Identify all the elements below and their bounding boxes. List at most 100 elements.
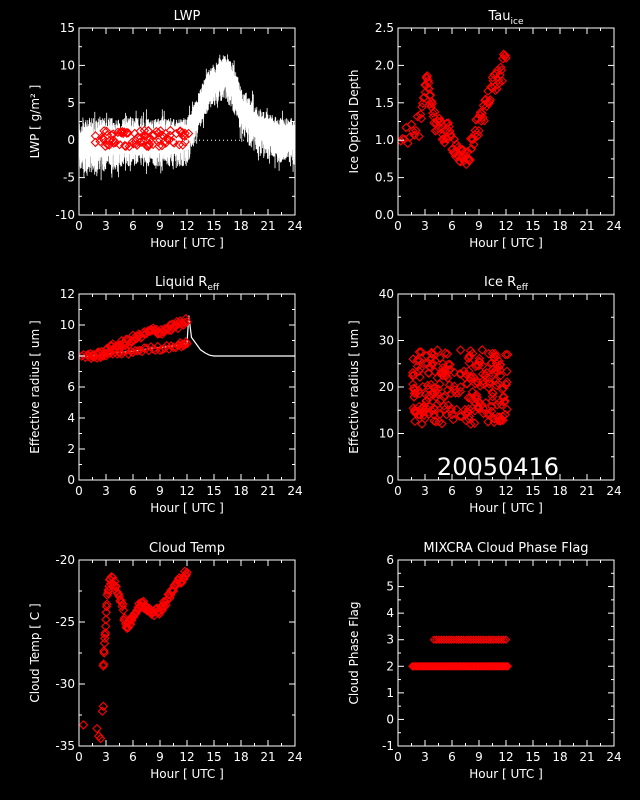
data-point — [155, 126, 166, 136]
data-point — [464, 635, 474, 644]
data-point — [474, 126, 484, 136]
y-tick-label: 1.5 — [375, 96, 394, 110]
x-tick-label: 9 — [156, 750, 164, 764]
data-point — [431, 417, 441, 427]
data-point — [443, 118, 454, 128]
x-tick-label: 21 — [579, 750, 594, 764]
data-point — [499, 392, 509, 402]
axes-frame — [397, 559, 615, 747]
y-tick-label: 15 — [60, 21, 75, 35]
data-point — [112, 349, 123, 359]
data-point — [429, 403, 439, 413]
data-point — [429, 635, 439, 644]
data-point — [500, 662, 510, 671]
data-point — [426, 349, 437, 359]
data-point — [411, 125, 421, 136]
data-point — [469, 635, 479, 644]
data-point — [96, 351, 107, 362]
x-tick-label: 3 — [102, 750, 110, 764]
data-point — [128, 347, 138, 358]
series-0 — [79, 54, 295, 181]
data-point — [181, 313, 191, 324]
data-point — [165, 125, 176, 136]
x-tick-label: 24 — [287, 219, 302, 233]
data-point — [102, 599, 112, 610]
data-point — [130, 331, 141, 342]
data-point — [499, 635, 508, 644]
x-tick-label: 24 — [287, 750, 302, 764]
data-point — [455, 345, 466, 355]
y-axis-label: Effective radius [ um ] — [347, 320, 361, 453]
data-point — [83, 349, 93, 360]
series-2 — [83, 337, 192, 362]
data-point — [437, 370, 448, 381]
data-point — [502, 377, 512, 387]
data-point — [174, 140, 185, 150]
y-axis-label: Cloud Temp [ C ] — [28, 603, 42, 702]
data-point — [414, 347, 425, 357]
data-point — [110, 137, 121, 148]
data-point — [476, 400, 487, 410]
y-tick-label: 2.0 — [375, 58, 394, 72]
data-point — [502, 662, 511, 671]
x-tick-label: 24 — [287, 484, 302, 498]
y-axis-label: Ice Optical Depth — [347, 69, 361, 173]
x-tick-label: 3 — [102, 219, 110, 233]
data-point — [435, 396, 445, 406]
x-tick-label: 18 — [552, 484, 567, 498]
data-point — [95, 733, 106, 744]
data-point — [114, 139, 125, 150]
data-point — [456, 369, 466, 379]
x-tick-label: 18 — [233, 219, 248, 233]
data-point — [460, 404, 470, 415]
data-point — [428, 349, 439, 360]
data-point — [490, 376, 501, 386]
y-tick-label: 1 — [386, 686, 394, 700]
plot-area — [79, 566, 192, 744]
x-tick-label: 15 — [206, 484, 221, 498]
data-point — [415, 109, 426, 120]
data-point — [429, 416, 439, 426]
data-point — [446, 403, 456, 414]
x-axis-label: Hour [ UTC ] — [150, 767, 224, 781]
y-tick-label: 40 — [379, 287, 394, 301]
data-point — [424, 409, 434, 419]
data-point — [501, 635, 511, 644]
data-point — [427, 98, 437, 109]
data-point — [486, 406, 497, 416]
data-point — [468, 139, 479, 150]
x-axis-label: Hour [ UTC ] — [150, 501, 224, 515]
plot-area — [79, 313, 295, 364]
y-tick-label: 8 — [67, 349, 75, 363]
data-point — [445, 129, 456, 139]
data-point — [492, 366, 503, 377]
data-point — [140, 328, 151, 339]
data-point — [472, 377, 483, 388]
chart-title: MIXCRA Cloud Phase Flag — [423, 541, 588, 556]
data-point — [498, 53, 508, 64]
data-point — [118, 605, 129, 616]
data-point — [501, 53, 511, 63]
data-point — [149, 130, 159, 140]
data-point — [107, 572, 118, 583]
data-point — [409, 383, 419, 393]
data-point — [438, 134, 449, 144]
data-point — [494, 635, 503, 644]
x-tick-label: 18 — [233, 750, 248, 764]
data-point — [98, 659, 109, 669]
data-point — [101, 614, 111, 625]
data-point — [483, 348, 494, 359]
x-tick-label: 9 — [475, 750, 483, 764]
data-point — [462, 378, 472, 389]
data-point — [434, 635, 444, 644]
x-tick-label: 12 — [179, 219, 194, 233]
data-point — [419, 410, 429, 421]
x-axis-label: Hour [ UTC ] — [469, 767, 543, 781]
data-point — [498, 415, 508, 426]
x-tick-label: 3 — [421, 750, 429, 764]
data-point — [99, 648, 109, 658]
data-point — [429, 107, 440, 117]
series-1 — [98, 566, 192, 671]
